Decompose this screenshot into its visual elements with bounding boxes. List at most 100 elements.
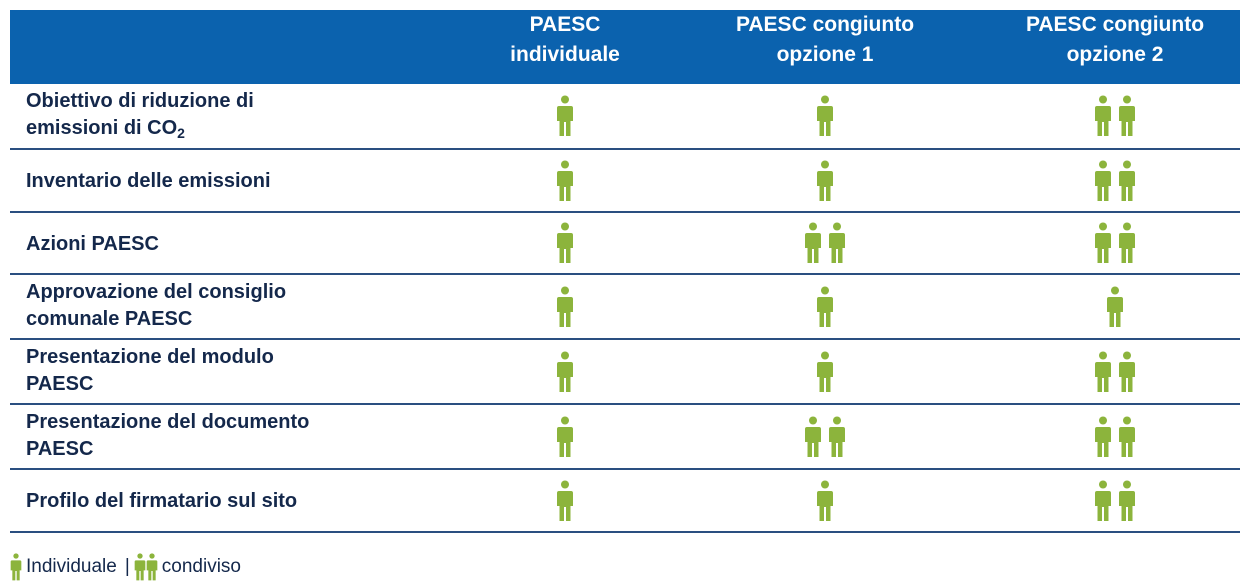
icon-cell: [695, 340, 955, 403]
icon-cell: [435, 340, 695, 403]
person-icon: [1119, 160, 1135, 201]
row-label: Inventario delle emissioni: [26, 168, 271, 195]
column-header: PAESC congiunto opzione 1: [695, 10, 955, 70]
icon-cell: [985, 150, 1245, 211]
label-line: Presentazione del documento: [26, 409, 309, 436]
icon-cell: [985, 213, 1245, 273]
legend-label: condiviso: [161, 556, 241, 577]
person-icon: [1095, 222, 1111, 263]
legend-label: Individuale: [26, 556, 117, 577]
person-icon: [1119, 222, 1135, 263]
label-text: Inventario delle emissioni: [26, 170, 271, 192]
row-label: Profilo del firmatario sul sito: [26, 488, 297, 515]
label-text: Presentazione del modulo: [26, 346, 274, 368]
table-row: Azioni PAESC: [10, 213, 1240, 275]
row-label: Presentazione del modulo PAESC: [26, 344, 274, 398]
legend-item: Individuale: [10, 553, 121, 581]
person-icon: [1095, 160, 1111, 201]
person-icon: [817, 286, 833, 327]
person-icon: [1119, 480, 1135, 521]
person-icon: [557, 416, 573, 457]
header-line: PAESC congiunto: [1025, 13, 1205, 36]
person-icon: [557, 351, 573, 392]
header-line: PAESC: [529, 13, 601, 36]
icon-cell: [985, 340, 1245, 403]
table-row: Profilo del firmatario sul sito: [10, 470, 1240, 533]
icon-cell: [695, 213, 955, 273]
icon-cell: [985, 470, 1245, 531]
person-icon: [557, 95, 573, 136]
legend-item: condiviso: [134, 553, 245, 581]
row-label: Approvazione del consiglio comunale PAESC: [26, 279, 286, 333]
label-line: Approvazione del consiglio: [26, 279, 286, 306]
legend-separator: |: [124, 556, 130, 577]
person-icon: [817, 480, 833, 521]
person-icon: [557, 160, 573, 201]
column-header: PAESC congiunto opzione 2: [985, 10, 1245, 70]
label-text: Profilo del firmatario sul sito: [26, 490, 298, 512]
table-row: Approvazione del consiglio comunale PAESC: [10, 275, 1240, 340]
header-line: opzione 2: [1066, 43, 1164, 66]
label-line: Azioni PAESC: [26, 231, 159, 258]
label-text: PAESC: [26, 373, 94, 395]
label-line: Profilo del firmatario sul sito: [26, 488, 297, 515]
icon-cell: [985, 84, 1245, 148]
person-icon: [805, 222, 821, 263]
person-icon: [1119, 351, 1135, 392]
icon-cell: [695, 405, 955, 468]
person-icon: [557, 222, 573, 263]
row-label: Obiettivo di riduzione di emissioni di CO…: [26, 88, 254, 142]
person-icon: [829, 222, 845, 263]
person-icon: [134, 553, 146, 581]
header-line: PAESC congiunto: [735, 13, 915, 36]
column-header: PAESC individuale: [435, 10, 695, 70]
icon-cell: [695, 470, 955, 531]
person-icon: [1095, 416, 1111, 457]
person-icon: [1095, 95, 1111, 136]
icon-cell: [435, 213, 695, 273]
person-icon: [1119, 416, 1135, 457]
label-subscript: 2: [177, 125, 185, 141]
icon-cell: [435, 84, 695, 148]
legend: Individuale | condiviso: [10, 553, 245, 581]
icon-cell: [435, 275, 695, 338]
label-line: emissioni di CO2: [26, 115, 254, 142]
label-line: PAESC: [26, 371, 274, 398]
label-text: Approvazione del consiglio: [26, 281, 287, 303]
label-line: comunale PAESC: [26, 306, 286, 333]
icon-cell: [435, 405, 695, 468]
header-line: individuale: [510, 43, 620, 66]
table-row: Presentazione del modulo PAESC: [10, 340, 1240, 405]
label-line: Inventario delle emissioni: [26, 168, 271, 195]
label-text: comunale PAESC: [26, 308, 193, 330]
icon-cell: [435, 470, 695, 531]
header-line: opzione 1: [776, 43, 874, 66]
row-label: Presentazione del documento PAESC: [26, 409, 309, 463]
icon-cell: [695, 275, 955, 338]
icon-cell: [985, 275, 1245, 338]
person-icon: [1119, 95, 1135, 136]
person-icon: [557, 286, 573, 327]
label-line: Presentazione del modulo: [26, 344, 274, 371]
icon-cell: [985, 405, 1245, 468]
label-text: Azioni PAESC: [26, 233, 159, 255]
table-row: Presentazione del documento PAESC: [10, 405, 1240, 470]
icon-cell: [435, 150, 695, 211]
person-icon: [146, 553, 158, 581]
label-text: PAESC: [26, 438, 94, 460]
icon-cell: [695, 150, 955, 211]
header-bar: [10, 10, 1240, 84]
person-icon: [557, 480, 573, 521]
person-icon: [817, 351, 833, 392]
person-icon: [10, 553, 22, 581]
label-text: Obiettivo di riduzione di: [26, 90, 254, 112]
person-icon: [817, 160, 833, 201]
table-row: Inventario delle emissioni: [10, 150, 1240, 213]
person-icon: [817, 95, 833, 136]
row-label: Azioni PAESC: [26, 231, 159, 258]
label-text: emissioni di CO: [26, 117, 178, 139]
person-icon: [1095, 480, 1111, 521]
person-icon: [1095, 351, 1111, 392]
icon-cell: [695, 84, 955, 148]
